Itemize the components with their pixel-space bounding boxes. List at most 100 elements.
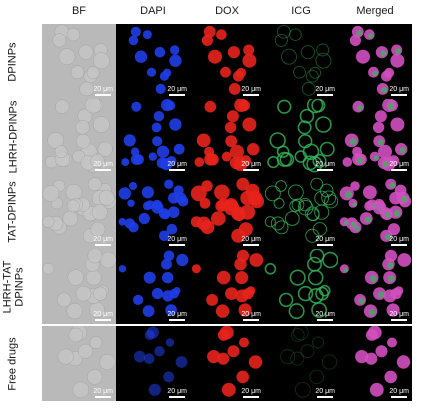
cell bbox=[387, 223, 400, 236]
cell bbox=[319, 141, 335, 157]
scale-bar-line bbox=[95, 169, 112, 171]
cell bbox=[236, 67, 247, 78]
cell bbox=[134, 50, 148, 63]
micrograph-image bbox=[190, 24, 264, 99]
cell bbox=[238, 222, 253, 237]
cell bbox=[203, 25, 216, 38]
scale-bar: 20 μm bbox=[93, 388, 113, 398]
cell bbox=[98, 189, 115, 206]
micrograph-image bbox=[42, 326, 116, 401]
panel-merged-row2: 20 μm bbox=[338, 99, 412, 174]
cell bbox=[87, 177, 102, 192]
cell bbox=[166, 156, 177, 166]
cell bbox=[42, 215, 55, 228]
panel-icg-row4: 20 μm bbox=[264, 249, 338, 324]
cell bbox=[143, 271, 156, 284]
scale-bar-label: 20 μm bbox=[93, 236, 113, 243]
cell bbox=[165, 338, 175, 347]
cell bbox=[343, 220, 349, 226]
cell bbox=[301, 82, 316, 96]
cell bbox=[368, 33, 374, 39]
scale-bar-line bbox=[243, 396, 260, 398]
cell bbox=[91, 204, 108, 221]
cell bbox=[156, 157, 168, 169]
cell bbox=[312, 336, 324, 349]
scale-bar-label: 20 μm bbox=[93, 311, 113, 318]
row-label-line: LHRH-DPINPs bbox=[7, 100, 20, 173]
micrograph-image bbox=[190, 99, 264, 174]
scale-bar-line bbox=[243, 244, 260, 246]
cell bbox=[66, 302, 83, 320]
scale-bar-line bbox=[317, 396, 334, 398]
cell bbox=[169, 288, 179, 299]
scale-bar: 20 μm bbox=[315, 86, 335, 96]
cell bbox=[148, 383, 161, 396]
cell bbox=[368, 308, 376, 316]
cell bbox=[309, 66, 322, 79]
panel-dapi-row2: 20 μm bbox=[116, 99, 190, 174]
micrograph-image bbox=[264, 249, 338, 324]
cell bbox=[236, 177, 250, 191]
cell bbox=[90, 221, 106, 237]
cell bbox=[66, 199, 80, 213]
scale-bar-line bbox=[169, 319, 186, 321]
scale-bar-line bbox=[169, 94, 186, 96]
cell bbox=[90, 153, 105, 169]
scale-bar: 20 μm bbox=[315, 161, 335, 171]
cell bbox=[118, 265, 127, 273]
cell bbox=[75, 133, 91, 149]
cell bbox=[162, 68, 172, 77]
cell bbox=[143, 353, 155, 364]
panel-dapi-row1: 20 μm bbox=[116, 24, 190, 99]
cell bbox=[276, 24, 291, 39]
cell bbox=[240, 204, 256, 220]
cell bbox=[152, 136, 163, 147]
cell bbox=[92, 52, 110, 70]
cell bbox=[216, 29, 227, 40]
cell bbox=[151, 122, 162, 133]
cell bbox=[310, 177, 324, 191]
cell bbox=[66, 27, 81, 42]
scale-bar: 20 μm bbox=[241, 311, 261, 321]
micrograph-image bbox=[116, 174, 190, 249]
cell bbox=[211, 211, 226, 226]
scale-bar-label: 20 μm bbox=[241, 161, 261, 168]
cell bbox=[42, 262, 55, 275]
cell bbox=[264, 262, 277, 275]
cell bbox=[130, 153, 142, 165]
cell bbox=[242, 53, 257, 68]
cell bbox=[118, 187, 131, 200]
cell bbox=[349, 34, 361, 46]
cell bbox=[309, 249, 325, 264]
cell bbox=[306, 69, 319, 83]
cell bbox=[274, 220, 289, 235]
cell bbox=[220, 66, 231, 78]
cell bbox=[52, 33, 67, 48]
cell bbox=[162, 271, 174, 284]
cell bbox=[314, 204, 330, 220]
cell bbox=[234, 99, 248, 112]
cell bbox=[288, 303, 305, 320]
cell bbox=[386, 262, 394, 269]
panel-dox-row3: 20 μm bbox=[190, 174, 264, 249]
cell bbox=[300, 344, 315, 359]
scale-bar: 20 μm bbox=[167, 161, 187, 171]
scale-bar-line bbox=[169, 169, 186, 171]
cell bbox=[387, 275, 395, 283]
column-header-dapi: DAPI bbox=[140, 5, 166, 17]
scale-bar-line bbox=[391, 244, 408, 246]
cell bbox=[293, 65, 306, 79]
cell bbox=[284, 211, 300, 226]
scale-bar-line bbox=[391, 319, 408, 321]
scale-bar-line bbox=[169, 396, 186, 398]
cell bbox=[381, 87, 388, 94]
cell bbox=[87, 249, 103, 264]
cell bbox=[369, 275, 377, 283]
cell bbox=[173, 143, 185, 155]
micrograph-image bbox=[264, 174, 338, 249]
column-header-merged: Merged bbox=[356, 5, 394, 17]
scale-bar-label: 20 μm bbox=[315, 236, 335, 243]
cell bbox=[356, 29, 363, 37]
cell bbox=[365, 329, 378, 341]
cell bbox=[363, 185, 377, 200]
